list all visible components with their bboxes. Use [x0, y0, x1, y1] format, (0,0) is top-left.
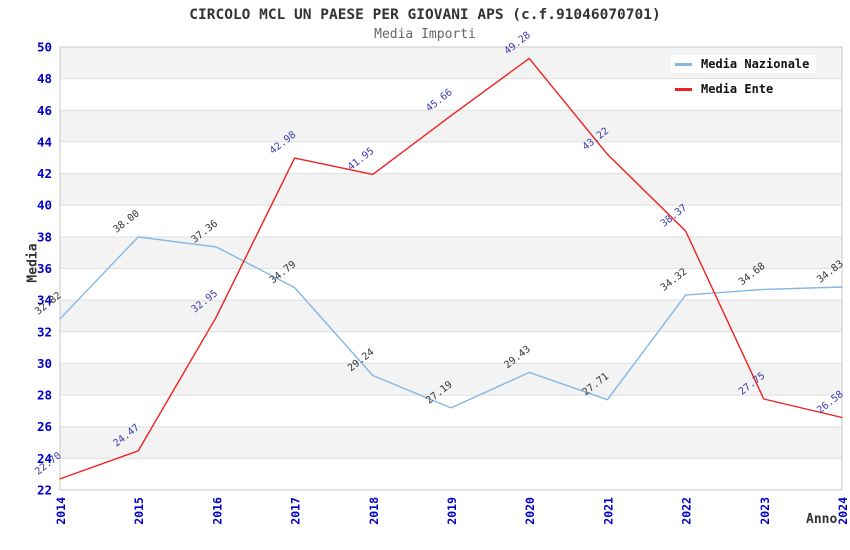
x-axis-tick-label: 2015	[132, 497, 146, 525]
plot-band	[60, 458, 842, 490]
plot-band	[60, 300, 842, 332]
x-axis-tick-label: 2022	[680, 497, 694, 525]
y-axis-tick-label: 36	[37, 261, 52, 276]
plot-band	[60, 395, 842, 427]
y-axis-tick-label: 50	[37, 40, 52, 55]
x-axis-tick-label: 2018	[367, 497, 381, 525]
y-axis-tick-label: 46	[37, 103, 52, 118]
legend-entry-media-nazionale: Media Nazionale	[671, 55, 817, 73]
plot-band	[60, 141, 842, 174]
x-axis-tick-label: 2023	[758, 497, 772, 525]
y-axis-tick-label: 40	[37, 198, 52, 213]
y-axis-tick-label: 44	[37, 134, 52, 149]
legend-label-ente: Media Ente	[701, 82, 774, 96]
x-axis-tick-label: 2016	[210, 497, 224, 525]
x-axis-tick-label: 2021	[601, 497, 615, 525]
y-axis-tick-label: 26	[37, 419, 52, 434]
y-axis-tick-label: 32	[37, 324, 52, 339]
legend: Media Nazionale Media Ente	[671, 55, 817, 98]
plot-band	[60, 363, 842, 396]
x-axis-tick-label: 2017	[289, 497, 303, 525]
legend-entry-media-ente: Media Ente	[671, 80, 817, 98]
x-axis-tick-label: 2020	[523, 497, 537, 525]
chart-subtitle: Media Importi	[374, 27, 476, 42]
y-axis-tick-label: 28	[37, 388, 52, 403]
legend-line-swatch-ente	[675, 87, 692, 91]
chart-title: CIRCOLO MCL UN PAESE PER GIOVANI APS (c.…	[189, 7, 661, 23]
plot-band	[60, 426, 842, 459]
x-axis-tick-label: 2019	[445, 497, 459, 525]
y-axis-tick-label: 30	[37, 356, 52, 371]
plot-border	[59, 46, 843, 491]
y-axis-tick-label: 38	[37, 229, 52, 244]
plot-band	[60, 331, 842, 364]
x-axis-title: Anno	[806, 512, 838, 527]
legend-line-swatch-nazionale	[675, 62, 692, 66]
series-line-media-ente	[59, 57, 843, 480]
y-axis-tick-label: 22	[37, 483, 52, 498]
y-axis-tick-label: 42	[37, 166, 52, 181]
plot-band	[60, 268, 842, 301]
x-axis-tick-label: 2014	[54, 497, 68, 525]
plot-band	[60, 205, 842, 237]
plot-band	[60, 173, 842, 206]
legend-label-nazionale: Media Nazionale	[701, 57, 810, 71]
y-axis-tick-label: 24	[37, 451, 52, 466]
y-axis-tick-label: 48	[37, 71, 52, 86]
series-line-media-nazionale	[59, 236, 843, 409]
x-axis-tick-label: 2024	[836, 497, 850, 525]
y-axis-tick-label: 34	[37, 293, 52, 308]
plot-band	[60, 236, 842, 269]
